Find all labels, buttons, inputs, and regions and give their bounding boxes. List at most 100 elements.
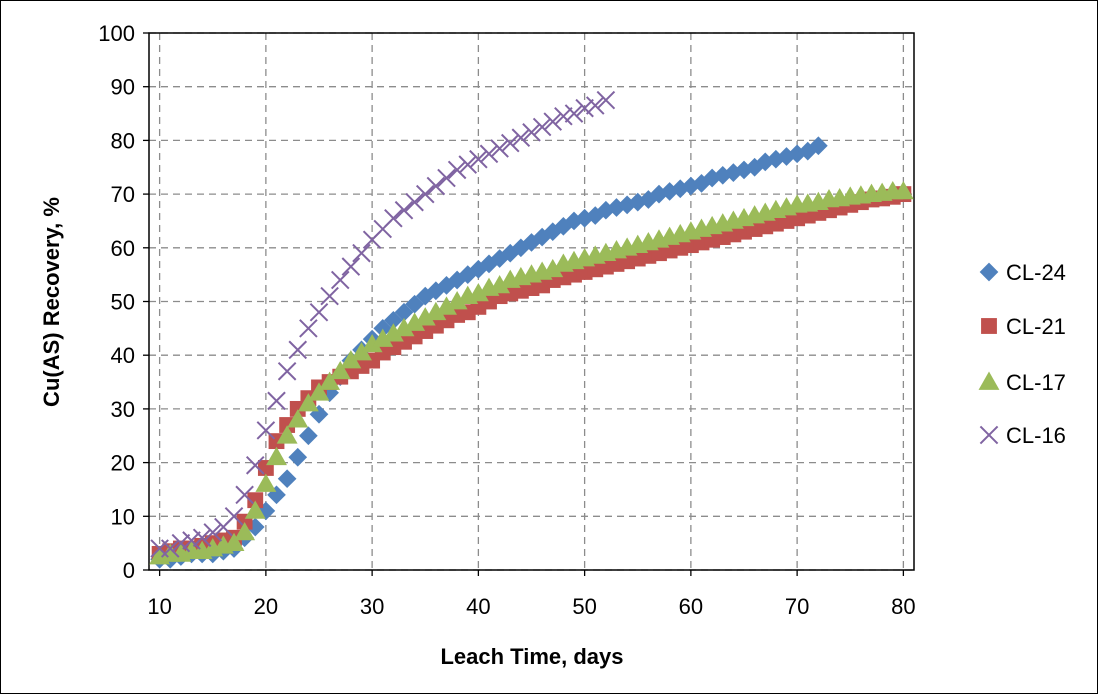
data-point [223, 532, 245, 551]
data-point [277, 469, 297, 489]
data-point [287, 409, 309, 428]
y-tick-label: 50 [111, 290, 135, 315]
data-point [809, 136, 828, 156]
data-point [182, 531, 201, 550]
y-axis: 0 10 20 30 40 50 60 70 80 90 100 [98, 21, 149, 583]
data-point [500, 133, 520, 153]
legend: CL-24 CL-21 CL-17 CL-16 [978, 260, 1066, 448]
data-point [436, 296, 457, 315]
x-tick-label: 80 [891, 594, 915, 619]
data-point [160, 539, 180, 558]
data-point [554, 106, 573, 126]
data-point [542, 258, 564, 278]
x-tick-label: 50 [572, 594, 596, 619]
data-point [309, 302, 329, 322]
y-tick-label: 90 [111, 75, 135, 100]
y-tick-label: 20 [111, 451, 135, 476]
legend-marker [978, 371, 1000, 390]
data-point [500, 243, 520, 263]
data-point [340, 350, 362, 369]
series-cl-16 [150, 90, 616, 558]
data-point [596, 90, 616, 110]
data-point [585, 96, 605, 115]
legend-item-cl-24: CL-24 [979, 260, 1066, 285]
y-tick-label: 70 [111, 182, 135, 207]
data-point [447, 160, 467, 180]
data-point [511, 128, 531, 148]
legend-marker [979, 262, 999, 282]
data-point [404, 312, 426, 331]
data-point [414, 307, 436, 326]
data-point [382, 323, 404, 342]
series-layer [149, 90, 914, 569]
legend-item-cl-21: CL-21 [981, 314, 1066, 339]
y-tick-label: 0 [123, 558, 135, 583]
x-tick-label: 40 [466, 594, 490, 619]
data-point [425, 301, 447, 321]
data-point [490, 139, 509, 158]
data-point [564, 104, 584, 123]
series-cl-24 [150, 136, 828, 569]
data-point [288, 447, 308, 467]
data-point [245, 455, 265, 475]
legend-label: CL-24 [1006, 260, 1066, 285]
y-tick-label: 100 [98, 21, 135, 46]
data-point [352, 243, 371, 263]
legend-marker [979, 425, 999, 445]
data-point [522, 123, 541, 142]
data-point [320, 286, 339, 306]
data-point [330, 270, 350, 290]
legend-label: CL-21 [1006, 314, 1066, 339]
legend-item-cl-16: CL-16 [979, 423, 1066, 448]
data-point [341, 257, 361, 276]
series-cl-17 [149, 180, 914, 565]
data-point [266, 446, 287, 466]
data-point [351, 342, 372, 361]
data-point [299, 319, 318, 338]
data-point [244, 500, 266, 519]
data-point [299, 426, 318, 446]
data-point [384, 208, 403, 228]
x-axis-title: Leach Time, days [440, 644, 623, 669]
data-point [308, 382, 330, 401]
data-point [255, 473, 277, 492]
data-point [532, 117, 552, 137]
y-tick-label: 40 [111, 343, 135, 368]
x-tick-label: 60 [679, 594, 703, 619]
data-point [446, 291, 468, 310]
data-point [256, 421, 276, 440]
data-point [489, 274, 511, 294]
y-tick-label: 60 [111, 236, 135, 261]
data-point [224, 507, 244, 526]
data-point [297, 393, 319, 412]
legend-marker [981, 318, 997, 334]
data-point [235, 485, 254, 505]
data-point [394, 200, 414, 220]
data-point [426, 176, 446, 196]
y-tick-label: 10 [111, 504, 135, 529]
data-point [267, 391, 286, 411]
y-tick-label: 30 [111, 397, 135, 422]
legend-label: CL-17 [1006, 370, 1066, 395]
x-tick-label: 30 [360, 594, 384, 619]
data-point [415, 184, 435, 204]
data-point [458, 155, 478, 174]
data-point [288, 340, 308, 360]
data-point [393, 317, 415, 337]
legend-item-cl-17: CL-17 [978, 370, 1066, 395]
legend-label: CL-16 [1006, 423, 1066, 448]
data-point [575, 98, 594, 118]
data-point [437, 168, 456, 188]
data-point [247, 492, 264, 509]
data-point [234, 521, 256, 541]
data-point [479, 144, 499, 164]
data-point [469, 149, 488, 169]
x-tick-label: 20 [254, 594, 278, 619]
data-point [543, 112, 563, 131]
x-axis: 10 20 30 40 50 60 70 80 [147, 570, 916, 619]
data-point [361, 334, 383, 353]
data-point [329, 360, 351, 380]
data-point [203, 523, 223, 542]
